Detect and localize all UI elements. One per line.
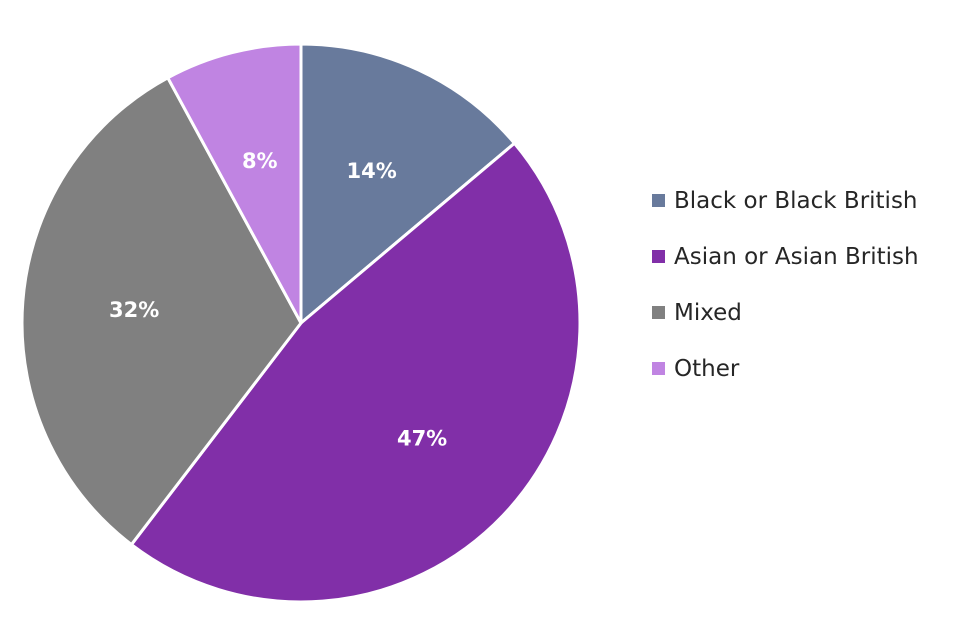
data-label-black-or-black-british: 14% (346, 159, 396, 183)
chart-legend: Black or Black British Asian or Asian Bri… (652, 183, 919, 407)
legend-swatch (652, 250, 665, 263)
data-label-other: 8% (242, 149, 278, 173)
legend-swatch (652, 362, 665, 375)
legend-item-other: Other (652, 351, 919, 386)
data-label-mixed: 32% (109, 298, 159, 322)
pie-slice-mixed (20, 76, 303, 547)
legend-item-black-or-black-british: Black or Black British (652, 183, 919, 218)
legend-label: Asian or Asian British (674, 243, 919, 270)
legend-label: Other (674, 355, 740, 382)
pie-slice-asian-or-asian-british (129, 141, 582, 604)
pie-slice-black-or-black-british (299, 42, 516, 325)
pie-slice-other (166, 42, 303, 325)
legend-item-mixed: Mixed (652, 295, 919, 330)
legend-label: Mixed (674, 299, 742, 326)
legend-item-asian-or-asian-british: Asian or Asian British (652, 239, 919, 274)
data-label-asian-or-asian-british: 47% (397, 427, 447, 451)
legend-swatch (652, 306, 665, 319)
legend-label: Black or Black British (674, 187, 918, 214)
legend-swatch (652, 194, 665, 207)
